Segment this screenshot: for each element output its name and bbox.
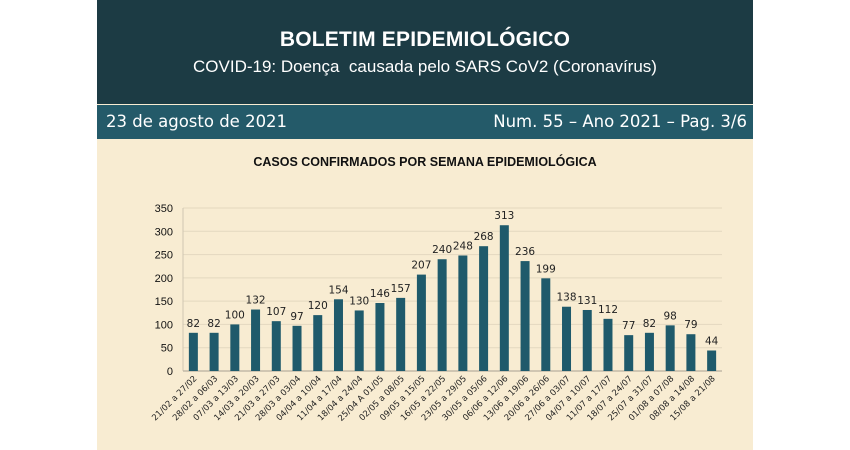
data-label: 138 <box>556 292 576 304</box>
bar <box>644 332 654 371</box>
data-label: 44 <box>705 336 719 348</box>
data-label: 240 <box>432 244 452 256</box>
data-label: 268 <box>474 231 494 243</box>
y-tick-label: 50 <box>161 343 173 355</box>
bar <box>603 318 613 371</box>
bar <box>624 335 634 371</box>
bar <box>416 274 426 371</box>
bulletin-issue: Num. 55 – Ano 2021 – Pag. 3/6 <box>493 112 747 131</box>
bar <box>209 332 219 371</box>
y-tick-label: 350 <box>155 203 173 215</box>
data-label: 82 <box>207 318 220 330</box>
bar <box>375 303 385 371</box>
y-tick-label: 0 <box>167 366 173 378</box>
bar <box>562 306 572 371</box>
chart-title: CASOS CONFIRMADOS POR SEMANA EPIDEMIOLÓG… <box>253 155 597 169</box>
data-label: 120 <box>308 300 328 312</box>
bulletin-title: BOLETIM EPIDEMIOLÓGICO <box>279 28 571 51</box>
bar <box>582 309 592 371</box>
data-label: 107 <box>266 306 286 318</box>
data-label: 77 <box>622 320 635 332</box>
bar <box>396 297 406 371</box>
bulletin-page: BOLETIM EPIDEMIOLÓGICO COVID-19: Doença … <box>97 0 753 450</box>
header-banner: BOLETIM EPIDEMIOLÓGICO COVID-19: Doença … <box>97 0 753 104</box>
data-label: 100 <box>225 309 245 321</box>
data-label: 131 <box>577 295 597 307</box>
bar <box>271 321 281 371</box>
data-label: 82 <box>187 318 200 330</box>
data-label: 248 <box>453 241 473 253</box>
data-label: 79 <box>684 319 697 331</box>
y-tick-label: 250 <box>155 250 173 262</box>
y-tick-label: 200 <box>155 273 173 285</box>
bar <box>188 332 198 371</box>
y-tick-label: 150 <box>155 296 173 308</box>
bar <box>458 255 468 371</box>
bar <box>541 278 551 371</box>
data-label: 157 <box>391 283 411 295</box>
data-label: 199 <box>536 263 556 275</box>
info-strip: 23 de agosto de 2021 Num. 55 – Ano 2021 … <box>97 105 753 139</box>
data-label: 207 <box>411 260 431 272</box>
data-label: 97 <box>290 311 303 323</box>
y-tick-label: 100 <box>155 319 173 331</box>
y-tick-label: 300 <box>155 226 173 238</box>
bar <box>499 225 509 371</box>
data-label: 313 <box>494 210 514 222</box>
bar <box>479 246 489 371</box>
bar <box>354 310 364 371</box>
bar <box>292 325 302 371</box>
data-label: 154 <box>328 284 348 296</box>
data-label: 236 <box>515 246 535 258</box>
bulletin-subtitle: COVID-19: Doença causada pelo SARS CoV2 … <box>193 57 657 76</box>
bar <box>520 261 530 371</box>
bar <box>230 324 240 371</box>
data-label: 132 <box>246 295 266 307</box>
bar <box>686 334 696 371</box>
bar <box>313 315 323 371</box>
bar <box>251 309 261 371</box>
bar <box>707 350 717 371</box>
data-label: 82 <box>643 318 656 330</box>
bulletin-date: 23 de agosto de 2021 <box>106 112 288 131</box>
data-label: 112 <box>598 304 618 316</box>
bar <box>437 259 447 371</box>
data-label: 130 <box>349 295 369 307</box>
data-label: 146 <box>370 288 390 300</box>
bar <box>665 325 675 371</box>
bar <box>333 299 343 371</box>
data-label: 98 <box>663 310 676 322</box>
